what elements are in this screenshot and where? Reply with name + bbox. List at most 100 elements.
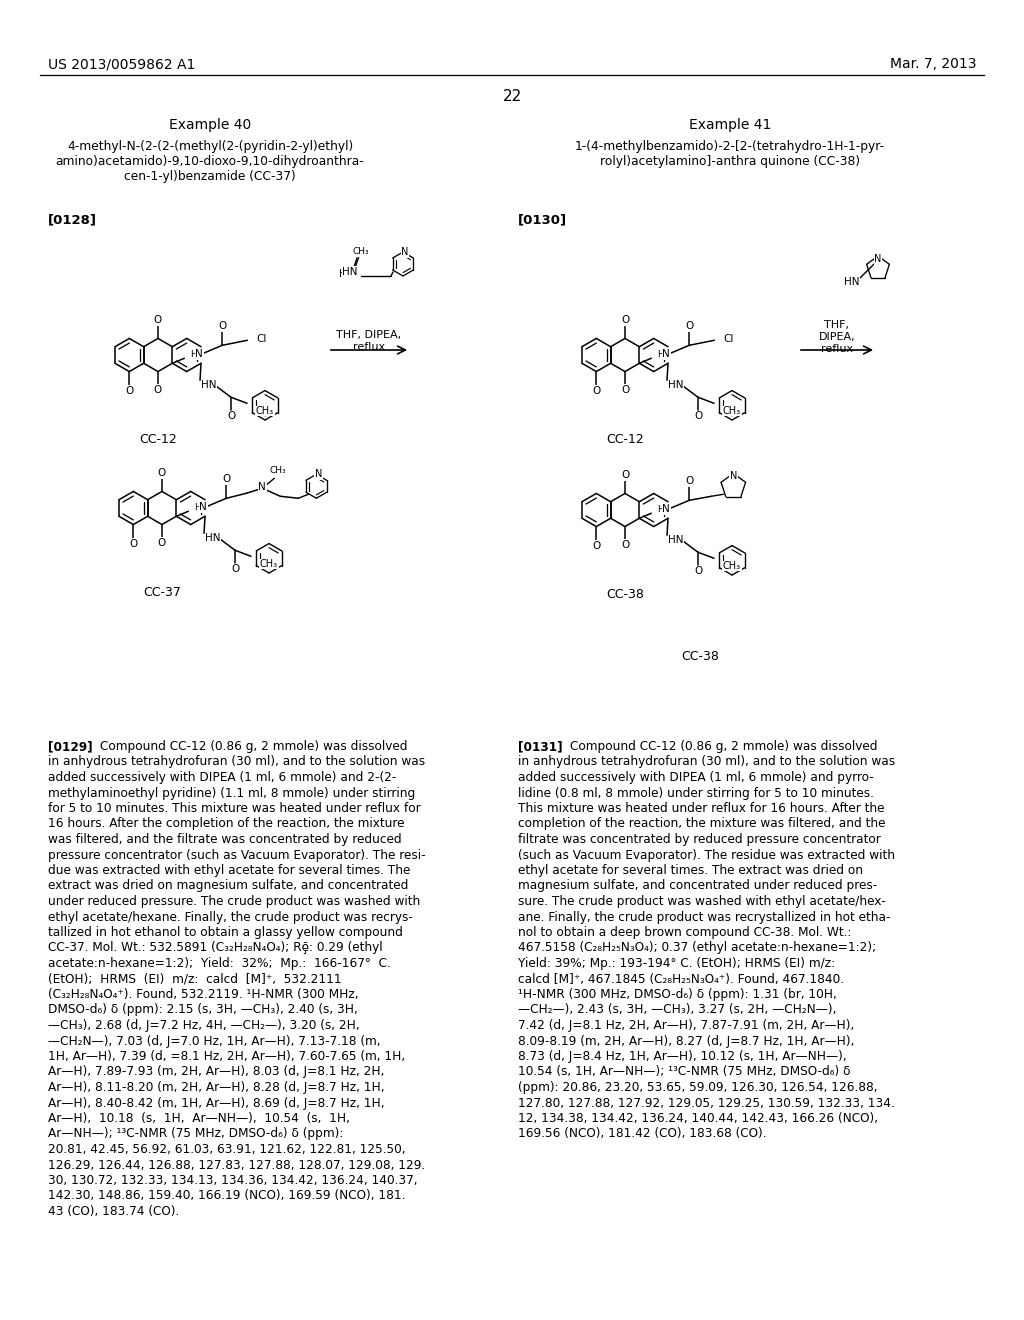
Text: 127.80, 127.88, 127.92, 129.05, 129.25, 130.59, 132.33, 134.: 127.80, 127.88, 127.92, 129.05, 129.25, …: [518, 1097, 895, 1110]
Text: under reduced pressure. The crude product was washed with: under reduced pressure. The crude produc…: [48, 895, 420, 908]
Text: 20.81, 42.45, 56.92, 61.03, 63.91, 121.62, 122.81, 125.50,: 20.81, 42.45, 56.92, 61.03, 63.91, 121.6…: [48, 1143, 406, 1156]
Text: magnesium sulfate, and concentrated under reduced pres-: magnesium sulfate, and concentrated unde…: [518, 879, 878, 892]
Text: in anhydrous tetrahydrofuran (30 ml), and to the solution was: in anhydrous tetrahydrofuran (30 ml), an…: [518, 755, 895, 768]
Text: 30, 130.72, 132.33, 134.13, 134.36, 134.42, 136.24, 140.37,: 30, 130.72, 132.33, 134.13, 134.36, 134.…: [48, 1173, 418, 1187]
Text: [0131]: [0131]: [518, 741, 562, 752]
Text: Compound CC-12 (0.86 g, 2 mmole) was dissolved: Compound CC-12 (0.86 g, 2 mmole) was dis…: [570, 741, 878, 752]
Text: HN: HN: [339, 269, 354, 279]
Text: sure. The crude product was washed with ethyl acetate/hex-: sure. The crude product was washed with …: [518, 895, 886, 908]
Text: Cl: Cl: [256, 334, 266, 345]
Text: Example 41: Example 41: [689, 117, 771, 132]
Text: N: N: [663, 504, 671, 515]
Text: DMSO-d₆) δ (ppm): 2.15 (s, 3H, —CH₃), 2.40 (s, 3H,: DMSO-d₆) δ (ppm): 2.15 (s, 3H, —CH₃), 2.…: [48, 1003, 357, 1016]
Text: tallized in hot ethanol to obtain a glassy yellow compound: tallized in hot ethanol to obtain a glas…: [48, 927, 402, 939]
Text: O: O: [125, 385, 133, 396]
Text: acetate:n-hexane=1:2);  Yield:  32%;  Mp.:  166-167°  C.: acetate:n-hexane=1:2); Yield: 32%; Mp.: …: [48, 957, 391, 970]
Text: ane. Finally, the crude product was recrystallized in hot etha-: ane. Finally, the crude product was recr…: [518, 911, 891, 924]
Text: 7.42 (d, J=8.1 Hz, 2H, Ar—H), 7.87-7.91 (m, 2H, Ar—H),: 7.42 (d, J=8.1 Hz, 2H, Ar—H), 7.87-7.91 …: [518, 1019, 854, 1032]
Text: O: O: [621, 540, 629, 549]
Text: Example 40: Example 40: [169, 117, 251, 132]
Text: [0130]: [0130]: [518, 213, 567, 226]
Text: N: N: [730, 471, 737, 482]
Text: O: O: [158, 537, 166, 548]
Text: ¹H-NMR (300 MHz, DMSO-d₆) δ (ppm): 1.31 (br, 10H,: ¹H-NMR (300 MHz, DMSO-d₆) δ (ppm): 1.31 …: [518, 987, 837, 1001]
Text: HN: HN: [205, 533, 221, 544]
Text: CC-37. Mol. Wt.: 532.5891 (C₃₂H₂₈N₄O₄); Rḝ: 0.29 (ethyl: CC-37. Mol. Wt.: 532.5891 (C₃₂H₂₈N₄O₄); …: [48, 941, 383, 954]
Text: 43 (CO), 183.74 (CO).: 43 (CO), 183.74 (CO).: [48, 1205, 179, 1218]
Text: due was extracted with ethyl acetate for several times. The: due was extracted with ethyl acetate for…: [48, 865, 411, 876]
Text: O: O: [158, 469, 166, 478]
Text: calcd [M]⁺, 467.1845 (C₂₈H₂₅N₃O₄⁺). Found, 467.1840.: calcd [M]⁺, 467.1845 (C₂₈H₂₅N₃O₄⁺). Foun…: [518, 973, 844, 986]
Text: Cl: Cl: [723, 334, 734, 345]
Text: O: O: [129, 539, 137, 549]
Text: US 2013/0059862 A1: US 2013/0059862 A1: [48, 57, 196, 71]
Text: CH₃: CH₃: [723, 407, 741, 416]
Text: added successively with DIPEA (1 ml, 6 mmole) and pyrro-: added successively with DIPEA (1 ml, 6 m…: [518, 771, 873, 784]
Text: DIPEA,: DIPEA,: [818, 333, 855, 342]
Text: Ar—H),  10.18  (s,  1H,  Ar—NH—),  10.54  (s,  1H,: Ar—H), 10.18 (s, 1H, Ar—NH—), 10.54 (s, …: [48, 1111, 350, 1125]
Text: Ar—H), 7.89-7.93 (m, 2H, Ar—H), 8.03 (d, J=8.1 Hz, 2H,: Ar—H), 7.89-7.93 (m, 2H, Ar—H), 8.03 (d,…: [48, 1065, 384, 1078]
Text: CH₃: CH₃: [256, 407, 274, 416]
Text: N: N: [258, 482, 266, 492]
Text: HN: HN: [844, 277, 860, 286]
Text: ethyl acetate for several times. The extract was dried on: ethyl acetate for several times. The ext…: [518, 865, 863, 876]
Text: CC-12: CC-12: [139, 433, 177, 446]
Text: 8.09-8.19 (m, 2H, Ar—H), 8.27 (d, J=8.7 Hz, 1H, Ar—H),: 8.09-8.19 (m, 2H, Ar—H), 8.27 (d, J=8.7 …: [518, 1035, 854, 1048]
Text: O: O: [230, 564, 240, 574]
Text: CC-37: CC-37: [143, 586, 181, 599]
Text: N: N: [200, 503, 207, 512]
Text: O: O: [222, 474, 230, 484]
Text: H: H: [190, 350, 197, 359]
Text: 126.29, 126.44, 126.88, 127.83, 127.88, 128.07, 129.08, 129.: 126.29, 126.44, 126.88, 127.83, 127.88, …: [48, 1159, 425, 1172]
Text: HN: HN: [669, 536, 684, 545]
Text: reflux: reflux: [353, 342, 385, 352]
Text: N: N: [196, 350, 203, 359]
Text: O: O: [227, 412, 236, 421]
Text: N: N: [663, 350, 671, 359]
Text: CH₃: CH₃: [723, 561, 741, 572]
Text: CH₃: CH₃: [260, 558, 279, 569]
Text: N: N: [874, 253, 882, 264]
Text: (ppm): 20.86, 23.20, 53.65, 59.09, 126.30, 126.54, 126.88,: (ppm): 20.86, 23.20, 53.65, 59.09, 126.3…: [518, 1081, 878, 1094]
Text: completion of the reaction, the mixture was filtered, and the: completion of the reaction, the mixture …: [518, 817, 886, 830]
Text: 1-(4-methylbenzamido)-2-[2-(tetrahydro-1H-1-pyr-
rolyl)acetylamino]-anthra quino: 1-(4-methylbenzamido)-2-[2-(tetrahydro-1…: [574, 140, 885, 168]
Text: —CH₂N—), 7.03 (d, J=7.0 Hz, 1H, Ar—H), 7.13-7.18 (m,: —CH₂N—), 7.03 (d, J=7.0 Hz, 1H, Ar—H), 7…: [48, 1035, 381, 1048]
Text: Ar—H), 8.11-8.20 (m, 2H, Ar—H), 8.28 (d, J=8.7 Hz, 1H,: Ar—H), 8.11-8.20 (m, 2H, Ar—H), 8.28 (d,…: [48, 1081, 384, 1094]
Text: ethyl acetate/hexane. Finally, the crude product was recrys-: ethyl acetate/hexane. Finally, the crude…: [48, 911, 413, 924]
Text: 467.5158 (C₂₈H₂₅N₃O₄); 0.37 (ethyl acetate:n-hexane=1:2);: 467.5158 (C₂₈H₂₅N₃O₄); 0.37 (ethyl aceta…: [518, 941, 877, 954]
Text: 12, 134.38, 134.42, 136.24, 140.44, 142.43, 166.26 (NCO),: 12, 134.38, 134.42, 136.24, 140.44, 142.…: [518, 1111, 878, 1125]
Text: 142.30, 148.86, 159.40, 166.19 (NCO), 169.59 (NCO), 181.: 142.30, 148.86, 159.40, 166.19 (NCO), 16…: [48, 1189, 406, 1203]
Text: nol to obtain a deep brown compound CC-38. Mol. Wt.:: nol to obtain a deep brown compound CC-3…: [518, 927, 851, 939]
Text: 169.56 (NCO), 181.42 (CO), 183.68 (CO).: 169.56 (NCO), 181.42 (CO), 183.68 (CO).: [518, 1127, 767, 1140]
Text: HN: HN: [342, 267, 357, 277]
Text: —CH₃), 2.68 (d, J=7.2 Hz, 4H, —CH₂—), 3.20 (s, 2H,: —CH₃), 2.68 (d, J=7.2 Hz, 4H, —CH₂—), 3.…: [48, 1019, 359, 1032]
Text: CC-38: CC-38: [681, 649, 719, 663]
Text: O: O: [694, 566, 702, 577]
Text: [0128]: [0128]: [48, 213, 97, 226]
Text: H: H: [657, 350, 664, 359]
Text: reflux: reflux: [821, 345, 853, 354]
Text: Ar—NH—); ¹³C-NMR (75 MHz, DMSO-d₆) δ (ppm):: Ar—NH—); ¹³C-NMR (75 MHz, DMSO-d₆) δ (pp…: [48, 1127, 343, 1140]
Text: CC-12: CC-12: [606, 433, 644, 446]
Text: pressure concentrator (such as Vacuum Evaporator). The resi-: pressure concentrator (such as Vacuum Ev…: [48, 849, 426, 862]
Text: O: O: [218, 321, 226, 331]
Text: for 5 to 10 minutes. This mixture was heated under reflux for: for 5 to 10 minutes. This mixture was he…: [48, 803, 421, 814]
Text: O: O: [154, 315, 162, 326]
Text: 22: 22: [503, 88, 521, 104]
Text: O: O: [154, 384, 162, 395]
Text: Yield: 39%; Mp.: 193-194° C. (EtOH); HRMS (EI) m/z:: Yield: 39%; Mp.: 193-194° C. (EtOH); HRM…: [518, 957, 836, 970]
Text: O: O: [621, 470, 629, 480]
Text: was filtered, and the filtrate was concentrated by reduced: was filtered, and the filtrate was conce…: [48, 833, 401, 846]
Text: 10.54 (s, 1H, Ar—NH—); ¹³C-NMR (75 MHz, DMSO-d₆) δ: 10.54 (s, 1H, Ar—NH—); ¹³C-NMR (75 MHz, …: [518, 1065, 851, 1078]
Text: 1H, Ar—H), 7.39 (d, =8.1 Hz, 2H, Ar—H), 7.60-7.65 (m, 1H,: 1H, Ar—H), 7.39 (d, =8.1 Hz, 2H, Ar—H), …: [48, 1049, 406, 1063]
Text: Compound CC-12 (0.86 g, 2 mmole) was dissolved: Compound CC-12 (0.86 g, 2 mmole) was dis…: [100, 741, 408, 752]
Text: THF,: THF,: [824, 319, 850, 330]
Text: O: O: [685, 477, 693, 486]
Text: (EtOH);  HRMS  (EI)  m/z:  calcd  [M]⁺,  532.2111: (EtOH); HRMS (EI) m/z: calcd [M]⁺, 532.2…: [48, 973, 342, 986]
Text: in anhydrous tetrahydrofuran (30 ml), and to the solution was: in anhydrous tetrahydrofuran (30 ml), an…: [48, 755, 425, 768]
Text: methylaminoethyl pyridine) (1.1 ml, 8 mmole) under stirring: methylaminoethyl pyridine) (1.1 ml, 8 mm…: [48, 787, 416, 800]
Text: filtrate was concentrated by reduced pressure concentrator: filtrate was concentrated by reduced pre…: [518, 833, 881, 846]
Text: H: H: [194, 503, 201, 512]
Text: added successively with DIPEA (1 ml, 6 mmole) and 2-(2-: added successively with DIPEA (1 ml, 6 m…: [48, 771, 396, 784]
Text: O: O: [592, 541, 600, 550]
